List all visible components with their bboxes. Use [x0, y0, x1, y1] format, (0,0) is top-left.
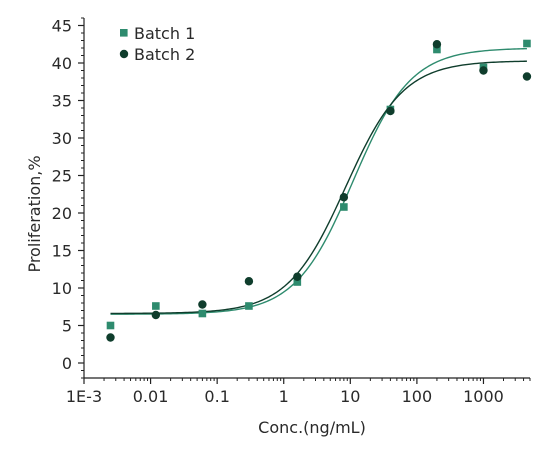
data-points: [106, 39, 532, 342]
x-tick-label: 0.1: [204, 387, 229, 406]
batch-2-point: [293, 272, 302, 281]
legend-label-batch-2: Batch 2: [134, 45, 195, 64]
batch-2-point: [479, 66, 488, 75]
legend-label-batch-1: Batch 1: [134, 24, 195, 43]
batch-1-point: [245, 302, 253, 310]
batch-1-point: [106, 321, 115, 330]
x-tick-label: 1: [279, 387, 289, 406]
x-axis-title: Conc.(ng/mL): [258, 418, 366, 437]
y-axis-title: Proliferation,%: [25, 155, 44, 272]
legend-marker-batch-1: [120, 29, 128, 37]
batch-1-point: [433, 45, 441, 54]
batch-2-point: [432, 40, 442, 49]
batch-1-point: [152, 302, 160, 310]
x-tick-label: 0.01: [133, 387, 169, 406]
batch-1-point: [340, 203, 348, 211]
batch-2-point: [339, 193, 349, 202]
batch-2-point: [198, 300, 207, 309]
x-tick-label: 1E-3: [66, 387, 102, 406]
fit-curve-batch-2: [110, 60, 527, 315]
batch-1-point: [523, 39, 531, 48]
batch-2-point: [106, 333, 115, 342]
x-tick-label: 10: [340, 387, 360, 406]
batch-1-point: [198, 309, 207, 318]
batch-2-point: [522, 72, 532, 81]
y-tick-label: 35: [52, 92, 72, 111]
legend: Batch 1 Batch 2: [119, 24, 195, 64]
batch-2-point: [244, 277, 254, 286]
y-tick-label: 40: [52, 54, 72, 73]
axes: 0 5 10 15 20 25 30 35 40 45 1E-3 0.01 0.1 1 10 100 1000: [52, 17, 531, 406]
legend-marker-batch-2: [119, 49, 129, 59]
y-tick-label: 15: [52, 242, 72, 261]
fit-curve-batch-1: [110, 47, 527, 315]
y-tick-label: 25: [52, 167, 72, 186]
batch-2-point: [151, 310, 161, 320]
batch-1-point: [293, 278, 302, 286]
y-tick-label: 45: [52, 17, 72, 36]
y-tick-label: 20: [52, 204, 72, 223]
y-tick-label: 0: [62, 354, 72, 373]
y-tick-label: 5: [62, 317, 72, 336]
y-tick-label: 10: [52, 279, 72, 298]
fit-curves: [110, 47, 527, 315]
x-tick-label: 1000: [463, 387, 504, 406]
batch-2-point: [386, 106, 395, 116]
x-tick-label: 100: [402, 387, 433, 406]
y-tick-label: 30: [52, 129, 72, 148]
